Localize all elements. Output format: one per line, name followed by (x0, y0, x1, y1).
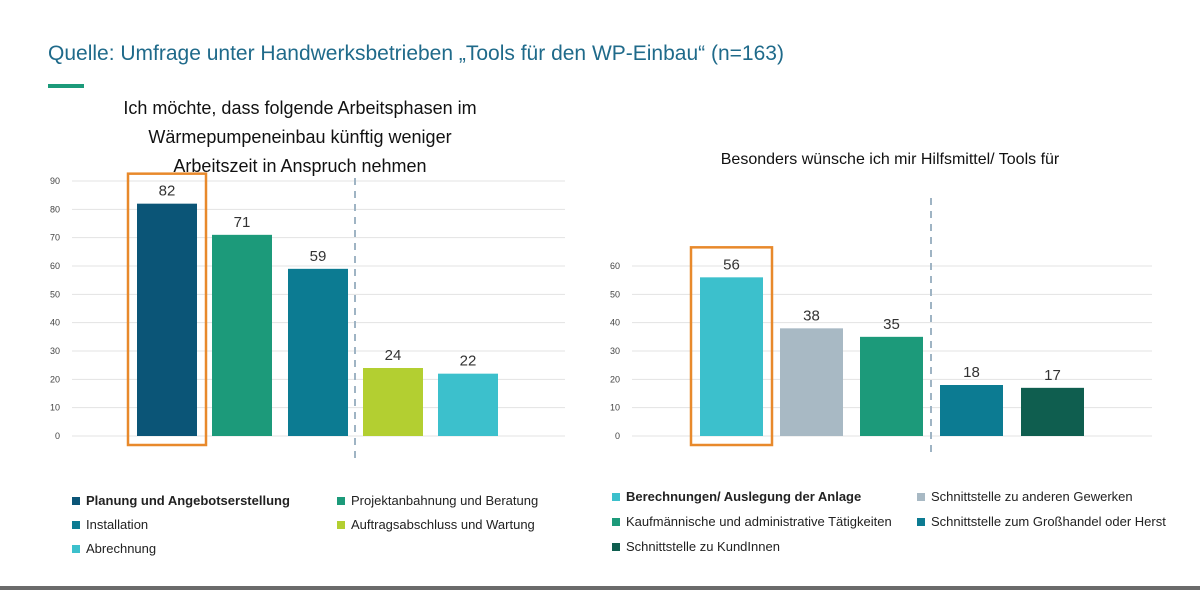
right-legend-item-5: Schnittstelle zu KundInnen (612, 539, 780, 554)
legend-label: Abrechnung (86, 541, 157, 556)
legend-swatch (612, 492, 620, 501)
right-bar-2 (780, 328, 843, 436)
right-bar-5 (1021, 387, 1084, 436)
left-legend-item-5: Abrechnung (72, 541, 156, 556)
right-legend-item-1: Berechnungen/ Auslegung der Anlage (612, 489, 861, 504)
right-legend: Berechnungen/ Auslegung der Anlage Schnit… (612, 489, 1200, 559)
left-y-tick-label-50: 50 (50, 289, 60, 299)
right-bar-value-label-4: 18 (963, 364, 980, 381)
right-legend-item-4: Schnittstelle zum Großhandel oder Herst (917, 514, 1166, 529)
right-y-tick-label-50: 50 (610, 289, 620, 299)
left-bar-4 (363, 368, 423, 436)
left-legend: Planung und Angebotserstellung Projektanb… (72, 493, 592, 563)
left-bar-value-label-5: 22 (460, 353, 477, 370)
right-y-tick-label-20: 20 (610, 374, 620, 384)
title-accent-bar (48, 84, 84, 88)
right-y-tick-label-0: 0 (615, 431, 620, 441)
legend-label: Projektanbahnung und Beratung (351, 493, 539, 508)
left-y-tick-label-80: 80 (50, 204, 60, 214)
right-bar-value-label-2: 38 (803, 307, 820, 324)
left-bar-5 (438, 373, 498, 436)
legend-swatch (917, 517, 925, 526)
left-y-tick-label-10: 10 (50, 403, 60, 413)
legend-swatch (917, 492, 925, 501)
right-y-tick-label-40: 40 (610, 318, 620, 328)
legend-swatch (72, 520, 80, 529)
right-bar-1 (700, 277, 763, 436)
left-y-tick-label-40: 40 (50, 318, 60, 328)
right-bar-value-label-5: 17 (1044, 367, 1061, 384)
right-bar-value-label-3: 35 (883, 316, 900, 333)
legend-label: Berechnungen/ Auslegung der Anlage (626, 489, 862, 504)
right-legend-item-3: Kaufmännische und administrative Tätigke… (612, 514, 892, 529)
left-bar-value-label-1: 82 (159, 183, 176, 200)
left-chart-title-line-2: Wärmepumpeneinbau künftig weniger (148, 127, 452, 147)
left-y-tick-label-70: 70 (50, 233, 60, 243)
left-legend-item-1: Planung und Angebotserstellung (72, 493, 290, 508)
left-y-tick-label-60: 60 (50, 261, 60, 271)
left-chart-title-line-1: Ich möchte, dass folgende Arbeitsphasen … (123, 98, 477, 118)
legend-label: Installation (86, 517, 149, 532)
right-highlight-frame (689, 246, 774, 447)
left-y-tick-label-20: 20 (50, 374, 60, 384)
left-bar-value-label-3: 59 (310, 248, 327, 265)
legend-swatch (72, 544, 80, 553)
left-y-tick-label-90: 90 (50, 176, 60, 186)
left-bar-3 (288, 268, 348, 436)
left-highlight-frame (126, 172, 208, 447)
bottom-rule (0, 586, 1200, 590)
left-chart-title-line-3: Arbeitszeit in Anspruch nehmen (173, 156, 427, 176)
legend-label: Schnittstelle zu KundInnen (626, 539, 780, 554)
right-legend-item-2: Schnittstelle zu anderen Gewerken (917, 489, 1133, 504)
legend-label: Kaufmännische und administrative Tätigke… (626, 514, 892, 529)
legend-label: Auftragsabschluss und Wartung (351, 517, 535, 532)
legend-swatch (72, 496, 80, 505)
legend-swatch (612, 542, 620, 551)
left-legend-item-4: Auftragsabschluss und Wartung (337, 517, 535, 532)
left-y-tick-label-30: 30 (50, 346, 60, 356)
right-bar-4 (940, 385, 1003, 436)
left-legend-item-3: Installation (72, 517, 148, 532)
right-bar-value-label-1: 56 (723, 256, 740, 273)
left-legend-item-2: Projektanbahnung und Beratung (337, 493, 538, 508)
legend-swatch (337, 496, 345, 505)
legend-label: Schnittstelle zu anderen Gewerken (931, 489, 1133, 504)
legend-swatch (612, 517, 620, 526)
left-bar-value-label-2: 71 (234, 214, 251, 231)
legend-label: Schnittstelle zum Großhandel oder Herst (931, 514, 1166, 529)
legend-label: Planung und Angebotserstellung (86, 493, 290, 508)
right-y-tick-label-10: 10 (610, 403, 620, 413)
left-y-tick-label-0: 0 (55, 431, 60, 441)
left-bar-1 (137, 203, 197, 436)
left-bar-value-label-4: 24 (385, 347, 402, 364)
left-chart-title: Ich möchte, dass folgende Arbeitsphasen … (80, 94, 520, 181)
right-chart-title: Besonders wünsche ich mir Hilfsmittel/ T… (720, 151, 1060, 168)
right-bar-3 (860, 336, 923, 436)
legend-swatch (337, 520, 345, 529)
right-y-tick-label-60: 60 (610, 261, 620, 271)
page-title: Quelle: Umfrage unter Handwerksbetrieben… (48, 42, 784, 65)
left-bar-2 (212, 234, 272, 436)
right-y-tick-label-30: 30 (610, 346, 620, 356)
